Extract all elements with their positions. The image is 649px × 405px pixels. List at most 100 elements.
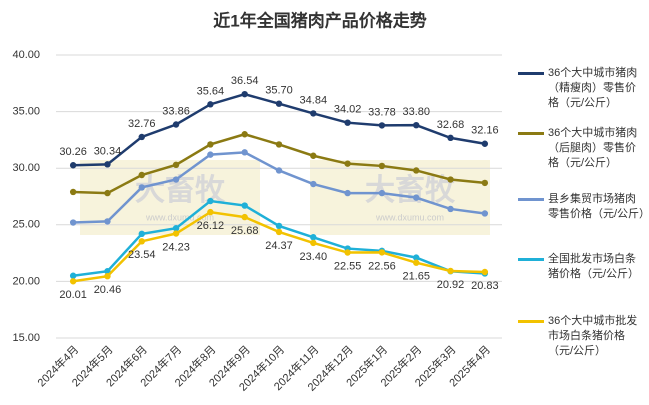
- marker: [207, 197, 214, 205]
- marker: [275, 228, 283, 236]
- marker: [413, 167, 420, 174]
- marker: [275, 100, 283, 107]
- marker: [104, 161, 111, 168]
- marker: [138, 171, 145, 179]
- marker: [413, 194, 420, 201]
- marker: [481, 268, 489, 276]
- marker: [447, 176, 454, 183]
- data-label: 34.84: [300, 94, 328, 106]
- data-label: 36.54: [231, 75, 259, 87]
- watermark-url: www.dxumu.com: [145, 212, 214, 222]
- marker: [310, 239, 317, 247]
- marker: [207, 101, 214, 108]
- marker: [138, 238, 145, 245]
- data-label: 26.12: [197, 220, 225, 232]
- legend-swatch: [518, 258, 544, 261]
- y-tick-label: 20.00: [12, 275, 40, 287]
- marker: [172, 121, 180, 128]
- marker: [69, 278, 77, 285]
- data-label: 30.26: [59, 146, 87, 158]
- legend-label: 36个大中城市猪肉（精瘦肉）零售价格（元/公斤）: [548, 67, 638, 109]
- watermark: 大畜牧: [365, 173, 456, 207]
- marker: [413, 259, 420, 266]
- marker: [207, 141, 214, 148]
- marker: [447, 267, 454, 275]
- legend-item: 36个大中城市批发市场白条猪价格（元/公斤）: [518, 314, 646, 359]
- marker: [413, 121, 420, 129]
- marker: [69, 272, 77, 279]
- marker: [138, 230, 145, 238]
- y-tick-label: 15.00: [12, 332, 40, 344]
- data-label: 32.68: [437, 119, 465, 131]
- legend-label: 全国批发市场白条猪价格（元/公斤）: [548, 253, 640, 280]
- marker: [138, 133, 145, 141]
- marker: [275, 167, 283, 174]
- legend-item: 全国批发市场白条猪价格（元/公斤）: [518, 252, 646, 282]
- marker: [69, 188, 77, 196]
- legend-item: 36个大中城市猪肉（后腿肉）零售价格（元/公斤）: [518, 126, 646, 171]
- data-label: 32.76: [128, 118, 156, 130]
- marker: [378, 122, 386, 129]
- data-label: 20.92: [437, 279, 465, 291]
- data-label: 33.80: [402, 106, 430, 118]
- data-label: 35.64: [197, 85, 225, 97]
- data-label: 23.54: [128, 249, 156, 261]
- data-label: 34.02: [334, 104, 362, 116]
- legend-swatch: [518, 320, 544, 323]
- marker: [447, 134, 454, 142]
- marker: [378, 249, 386, 256]
- legend-item: 县乡集贸市场猪肉零售价格（元/公斤）: [518, 192, 649, 222]
- marker: [69, 219, 77, 226]
- y-tick-label: 35.00: [12, 106, 40, 118]
- data-label: 22.55: [334, 260, 362, 272]
- legend-item: 36个大中城市猪肉（精瘦肉）零售价格（元/公斤）: [518, 66, 646, 111]
- data-label: 20.46: [94, 284, 122, 296]
- legend-label: 36个大中城市批发市场白条猪价格（元/公斤）: [548, 315, 638, 357]
- marker: [344, 160, 351, 167]
- marker: [241, 131, 248, 138]
- marker: [447, 205, 454, 213]
- marker: [275, 141, 283, 148]
- chart-title: 近1年全国猪肉产品价格走势: [213, 10, 426, 30]
- marker: [138, 184, 145, 191]
- legend-swatch: [518, 198, 544, 201]
- marker: [172, 176, 180, 183]
- data-label: 35.70: [265, 85, 293, 97]
- data-label: 22.56: [368, 260, 396, 272]
- data-label: 24.37: [265, 240, 293, 252]
- marker: [275, 222, 283, 230]
- marker: [104, 218, 111, 225]
- marker: [69, 162, 77, 169]
- marker: [378, 162, 386, 170]
- legend-swatch: [518, 72, 544, 75]
- watermark-url: www.dxumu.com: [375, 212, 444, 222]
- marker: [172, 224, 180, 232]
- marker: [310, 110, 317, 117]
- data-label: 33.86: [162, 105, 190, 117]
- data-label: 25.68: [231, 225, 259, 237]
- marker: [104, 189, 111, 197]
- marker: [344, 119, 351, 126]
- y-tick-label: 40.00: [12, 49, 40, 61]
- data-label: 32.16: [471, 125, 499, 137]
- watermark-box: [310, 160, 490, 235]
- marker: [310, 180, 317, 188]
- marker: [241, 213, 248, 221]
- marker: [413, 254, 420, 261]
- legend-label: 县乡集贸市场猪肉零售价格（元/公斤）: [548, 193, 649, 220]
- data-label: 20.83: [471, 280, 499, 292]
- legend-swatch: [518, 132, 544, 135]
- y-tick-label: 25.00: [12, 219, 40, 231]
- marker: [207, 208, 214, 216]
- legend-label: 36个大中城市猪肉（后腿肉）零售价格（元/公斤）: [548, 127, 638, 169]
- marker: [241, 202, 248, 209]
- data-label: 24.23: [162, 241, 190, 253]
- marker: [378, 189, 386, 197]
- marker: [241, 90, 248, 98]
- marker: [241, 149, 248, 156]
- marker: [481, 140, 489, 147]
- data-label: 30.34: [94, 145, 122, 157]
- marker: [172, 230, 180, 237]
